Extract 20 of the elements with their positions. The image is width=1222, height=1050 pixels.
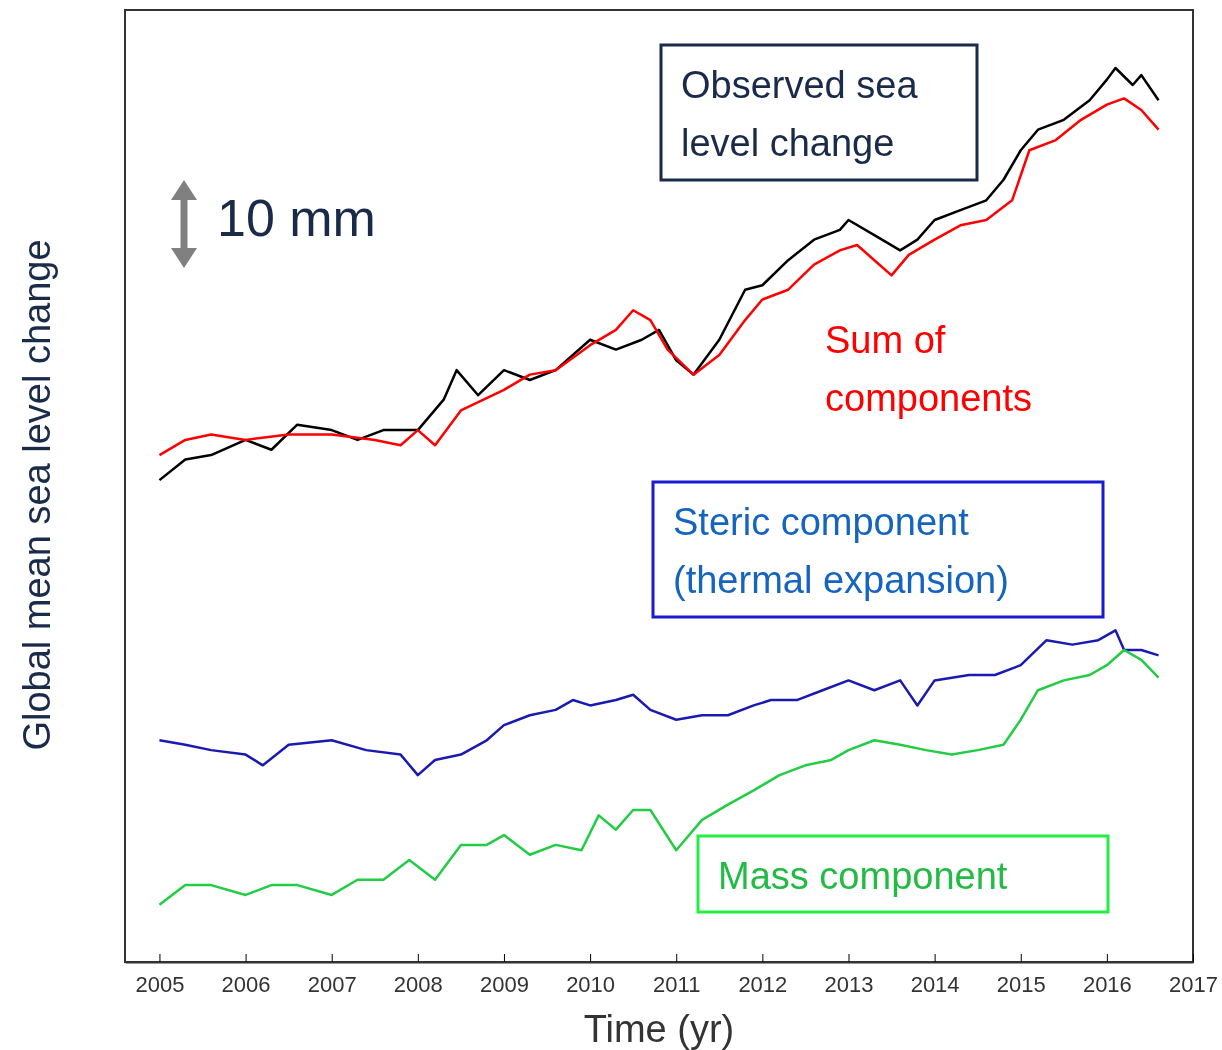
x-tick-label: 2016 [1082, 971, 1132, 997]
series-label: Observed sea level change [681, 64, 919, 164]
series-label: Mass component [718, 855, 1008, 897]
x-tick-label: 2015 [996, 971, 1046, 997]
series-label: Sum of components [825, 319, 1033, 419]
x-tick-label: 2017 [1169, 971, 1218, 997]
x-axis-title: Time (yr) [583, 1008, 735, 1050]
x-tick-label: 2008 [393, 971, 443, 997]
annotation: 10 mm [217, 189, 376, 247]
x-tick-label: 2005 [135, 971, 185, 997]
x-tick-label: 2009 [479, 971, 529, 997]
x-tick-label: 2011 [653, 971, 701, 997]
series-label: Steric component (thermal expansion) [673, 501, 1009, 601]
x-tick-label: 2012 [738, 971, 788, 997]
x-tick-label: 2007 [307, 971, 357, 997]
x-tick-label: 2013 [824, 971, 874, 997]
x-tick-label: 2010 [566, 971, 616, 997]
y-axis-title: Global mean sea level change [16, 239, 58, 751]
x-tick-label: 2014 [910, 971, 960, 997]
x-tick-label: 2006 [221, 971, 271, 997]
